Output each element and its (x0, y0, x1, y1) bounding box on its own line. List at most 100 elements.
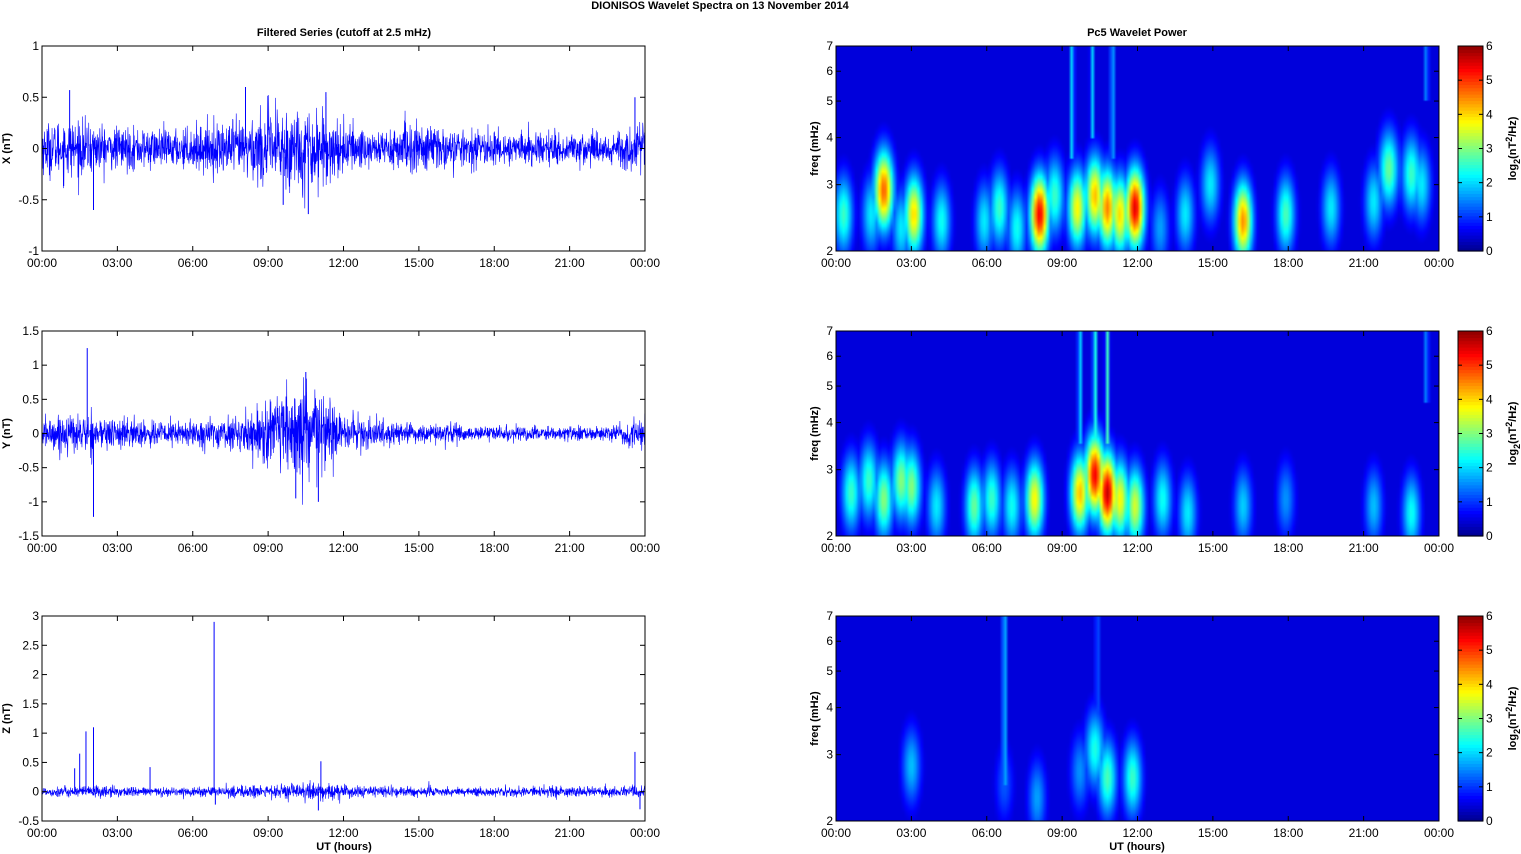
colorbar-swatch (1458, 359, 1483, 364)
colorbar-swatch (1458, 49, 1483, 54)
colorbar-swatch (1458, 756, 1483, 761)
ts-xtick-label: 21:00 (555, 826, 585, 840)
wv-xtick-label: 18:00 (1273, 256, 1303, 270)
signal-line (41, 95, 646, 209)
wv-xtick-label: 21:00 (1349, 826, 1379, 840)
colorbar-swatch (1458, 788, 1483, 793)
colorbar-swatch (1458, 462, 1483, 467)
wv-xtick-label: 15:00 (1198, 826, 1228, 840)
wv-xtick-label: 00:00 (821, 256, 851, 270)
colorbar-swatch (1458, 161, 1483, 166)
colorbar-swatch (1458, 58, 1483, 63)
colorbar-swatch (1458, 795, 1483, 800)
wv-xtick-label: 12:00 (1122, 541, 1152, 555)
colorbar-swatch (1458, 372, 1483, 377)
colorbar-swatch (1458, 340, 1483, 345)
ytick-label: 0 (32, 142, 39, 156)
colorbar-swatch (1458, 449, 1483, 454)
colorbar-tick-label: 2 (1486, 176, 1493, 190)
colorbar-swatch (1458, 654, 1483, 659)
colorbar-swatch (1458, 468, 1483, 473)
colorbar-swatch (1458, 190, 1483, 194)
colorbar-swatch (1458, 702, 1483, 707)
colorbar-swatch (1458, 513, 1483, 518)
colorbar-swatch (1458, 798, 1483, 803)
ts-xtick-label: 21:00 (555, 541, 585, 555)
colorbar-swatch (1458, 724, 1483, 729)
colorbar-tick-label: 0 (1486, 814, 1493, 828)
wv-xtick-label: 15:00 (1198, 541, 1228, 555)
colorbar-swatch (1458, 68, 1483, 73)
colorbar-swatch (1458, 478, 1483, 483)
colorbar-swatch (1458, 423, 1483, 428)
colorbar-swatch (1458, 814, 1483, 819)
wv-xtick-label: 21:00 (1349, 256, 1379, 270)
colorbar-tick-label: 3 (1486, 427, 1493, 441)
ytick-label: -0.5 (18, 814, 39, 828)
colorbar-tick-label: 6 (1486, 609, 1493, 623)
colorbar-swatch (1458, 430, 1483, 435)
ylabel: freq (mHz) (809, 121, 821, 176)
ytick-label: 0 (32, 427, 39, 441)
colorbar-swatch (1458, 667, 1483, 672)
left-column-title: Filtered Series (cutoff at 2.5 mHz) (257, 27, 432, 39)
colorbar-swatch (1458, 196, 1483, 201)
wv-xtick-label: 00:00 (1424, 541, 1454, 555)
colorbar-swatch (1458, 635, 1483, 640)
colorbar-tick-label: 3 (1486, 712, 1493, 726)
colorbar-swatch (1458, 740, 1483, 745)
ts-xtick-label: 09:00 (253, 541, 283, 555)
colorbar-swatch (1458, 747, 1483, 752)
colorbar-swatch (1458, 337, 1483, 342)
timeseries-panel-x: -1 -0.5 0 0.5 1 00:00 03:00 06:00 09:00 12:00 15:0… (1, 39, 660, 270)
colorbar-tick-label: 2 (1486, 461, 1493, 475)
colorbar-swatch (1458, 247, 1483, 252)
ytick-label: 4 (826, 416, 833, 430)
colorbar-swatch (1458, 638, 1483, 643)
plot-area (42, 616, 645, 821)
colorbar-swatch (1458, 753, 1483, 758)
colorbar-swatch (1458, 532, 1483, 537)
colorbar-swatch (1458, 721, 1483, 726)
colorbar-swatch (1458, 331, 1483, 335)
colorbar-swatch (1458, 158, 1483, 162)
panels: -1 -0.5 0 0.5 1 00:00 03:00 06:00 09:00 12:00 15:0… (1, 39, 1521, 840)
ytick-label: 1.5 (22, 697, 39, 711)
left-xlabel: UT (hours) (316, 841, 372, 853)
wv-xtick-label: 00:00 (821, 826, 851, 840)
colorbar-swatch (1458, 699, 1483, 704)
colorbar-swatch (1458, 686, 1483, 691)
colorbar-swatch (1458, 103, 1483, 108)
colorbar-swatch (1458, 366, 1483, 371)
ts-xtick-label: 00:00 (27, 826, 57, 840)
colorbar-swatch (1458, 452, 1483, 457)
colorbar-swatch (1458, 644, 1483, 649)
colorbar-tick-label: 0 (1486, 529, 1493, 543)
ts-xtick-label: 09:00 (253, 256, 283, 270)
ts-xtick-label: 00:00 (27, 541, 57, 555)
timeseries-panel-y: -1.5 -1 -0.5 0 0.5 1 1.5 00:00 03:00 06:00 09:00 12… (1, 324, 660, 555)
colorbar-swatch (1458, 648, 1483, 652)
colorbar-swatch (1458, 657, 1483, 662)
ytick-label: 0.5 (22, 755, 39, 769)
colorbar-swatch (1458, 401, 1483, 406)
colorbar-swatch (1458, 52, 1483, 57)
colorbar-swatch (1458, 218, 1483, 223)
colorbar-tick-label: 4 (1486, 107, 1493, 121)
colorbar-swatch (1458, 481, 1483, 486)
ylabel: freq (mHz) (809, 691, 821, 746)
colorbar-swatch (1458, 119, 1483, 124)
colorbar-swatch (1458, 776, 1483, 780)
colorbar-swatch (1458, 234, 1483, 239)
colorbar: 0 1 2 3 4 5 6 log2(nT2/Hz) (1457, 39, 1521, 258)
ts-xtick-label: 21:00 (555, 256, 585, 270)
ts-xtick-label: 18:00 (479, 541, 509, 555)
colorbar-swatch (1458, 186, 1483, 191)
ts-xtick-label: 00:00 (27, 256, 57, 270)
colorbar-swatch (1458, 244, 1483, 249)
colorbar-swatch (1458, 792, 1483, 796)
colorbar-swatch (1458, 94, 1483, 98)
colorbar-swatch (1458, 81, 1483, 86)
ytick-label: 2 (826, 529, 833, 543)
colorbar-swatch (1458, 475, 1483, 479)
